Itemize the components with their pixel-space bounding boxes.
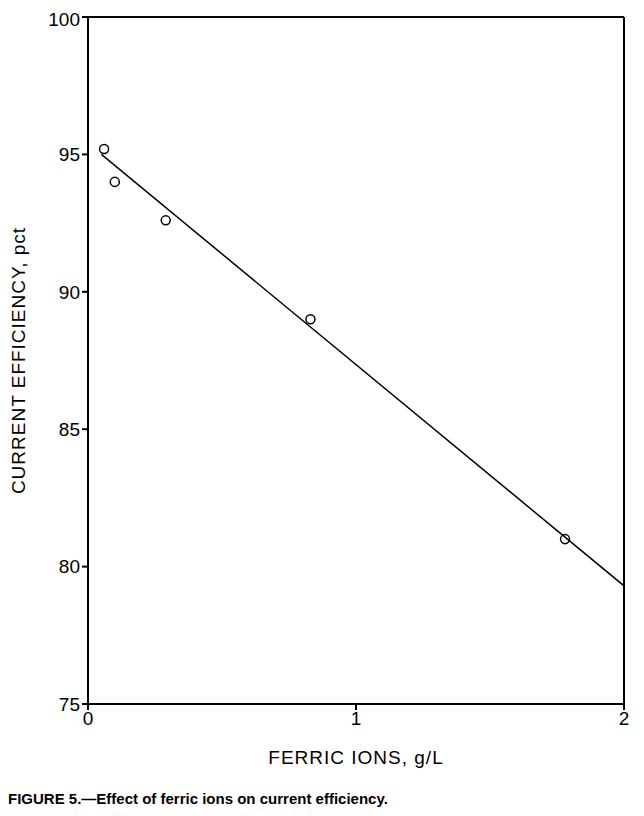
svg-text:75: 75 bbox=[59, 694, 80, 715]
svg-text:85: 85 bbox=[59, 419, 80, 440]
html-text:FIGURE 5.—Effect of ferric ion: FIGURE 5.—Effect of ferric ions on curre… bbox=[8, 790, 388, 807]
svg-text:80: 80 bbox=[59, 556, 80, 577]
svg-text:FERRIC IONS, g/L: FERRIC IONS, g/L bbox=[268, 747, 443, 768]
svg-text:1: 1 bbox=[351, 708, 362, 729]
svg-text:CURRENT EFFICIENCY, pct: CURRENT EFFICIENCY, pct bbox=[8, 227, 29, 494]
svg-text:95: 95 bbox=[59, 144, 80, 165]
svg-text:90: 90 bbox=[59, 282, 80, 303]
svg-text:0: 0 bbox=[83, 708, 94, 729]
svg-text:2: 2 bbox=[619, 708, 630, 729]
svg-text:100: 100 bbox=[48, 9, 80, 30]
